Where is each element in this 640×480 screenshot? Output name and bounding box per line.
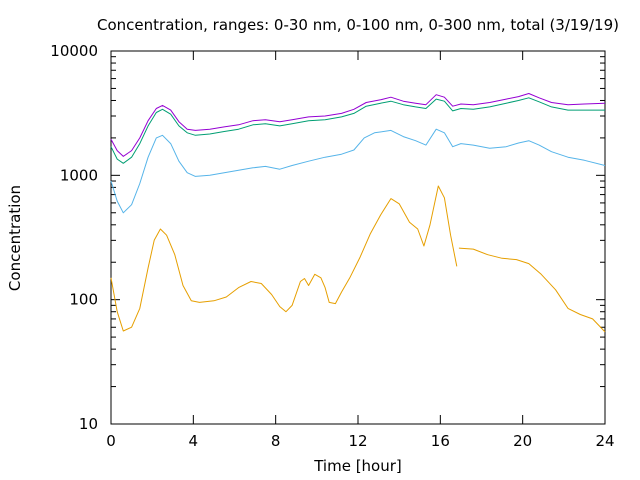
y-tick-label: 100 [69,291,98,309]
series-line-3 [110,97,605,164]
x-tick-label: 20 [513,432,532,450]
x-tick-label: 8 [271,432,281,450]
y-axis-label: Concentration [6,185,24,291]
series-line-4 [110,93,606,157]
series-line-2 [110,128,606,214]
x-tick-label: 4 [189,432,199,450]
x-tick-label: 0 [106,432,116,450]
x-axis-label: Time [hour] [313,457,402,475]
y-tick-label: 10 [79,415,98,433]
series-line-0 [110,185,458,332]
series-line-1 [458,247,606,333]
x-tick-label: 12 [348,432,367,450]
y-tick-label: 10000 [50,42,98,60]
y-tick-label: 1000 [60,166,98,184]
ticks: 0 4 8 12 16 20 24 10 100 1000 10000 [50,42,614,450]
x-tick-label: 24 [595,432,614,450]
series-lines [110,93,606,333]
x-tick-label: 16 [431,432,450,450]
chart-title: Concentration, ranges: 0-30 nm, 0-100 nm… [97,16,619,34]
